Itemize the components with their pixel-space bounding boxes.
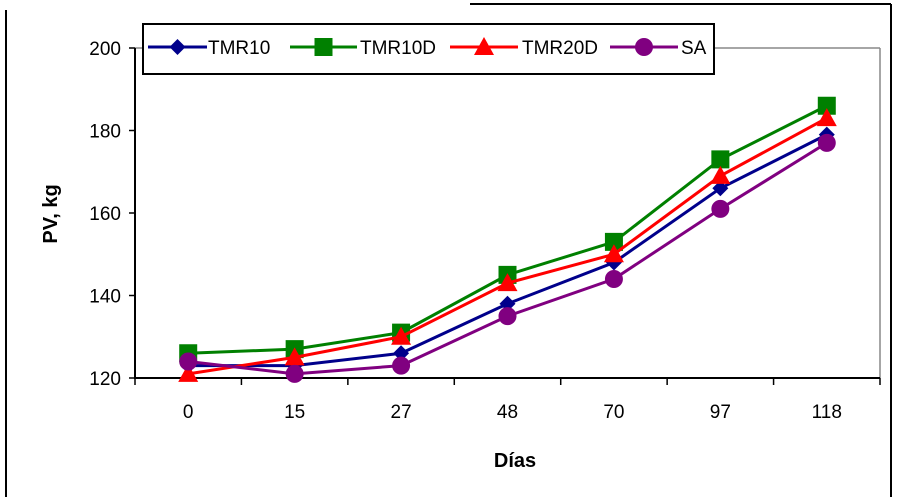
data-point — [393, 345, 410, 362]
axes: 120 140 160 180 200 0 15 27 48 70 97 118 — [89, 39, 881, 423]
data-point — [178, 363, 199, 382]
x-tick-label: 97 — [710, 402, 731, 423]
data-point — [603, 244, 624, 263]
series-sa — [179, 133, 836, 383]
x-tick-label: 27 — [391, 402, 412, 423]
x-tick-label: 15 — [284, 402, 305, 423]
y-axis-title: PV, kg — [40, 184, 62, 243]
data-point — [712, 180, 729, 197]
data-point — [711, 150, 730, 169]
x-tick-label: 48 — [497, 402, 518, 423]
legend-box — [142, 23, 715, 75]
legend-swatch-marker — [169, 39, 186, 55]
x-axis-title: Días — [494, 450, 536, 472]
series-layer — [178, 96, 837, 383]
legend-label: TMR10 — [208, 38, 270, 59]
y-tick-label: 120 — [89, 369, 121, 390]
data-point — [816, 108, 837, 127]
y-tick-label: 140 — [89, 287, 121, 308]
legend-item-sa: SA — [610, 38, 707, 59]
data-point — [179, 352, 198, 371]
data-point — [711, 199, 730, 218]
series-line — [187, 116, 828, 376]
legend-label: SA — [681, 38, 707, 59]
x-tick-label: 0 — [183, 402, 194, 423]
y-tick-label: 160 — [89, 204, 121, 225]
data-point — [817, 96, 836, 115]
x-tick-label: 118 — [812, 402, 842, 423]
data-point — [497, 273, 518, 292]
y-tick-label: 200 — [89, 39, 121, 60]
series-tmr10 — [180, 126, 835, 374]
series-tmr20d — [178, 108, 837, 382]
legend-item-tmr20d: TMR20D — [450, 37, 598, 59]
data-point — [710, 165, 731, 184]
data-point — [392, 356, 411, 375]
data-point — [391, 326, 412, 345]
legend-swatch-marker — [635, 38, 653, 56]
data-point — [604, 232, 623, 251]
data-point — [498, 307, 517, 326]
data-point — [817, 133, 836, 152]
y-tick-label: 180 — [89, 122, 121, 143]
legend-item-tmr10: TMR10 — [148, 38, 270, 59]
data-point — [285, 364, 304, 383]
legend-item-tmr10d: TMR10D — [290, 38, 436, 59]
data-point — [499, 295, 516, 312]
legend-swatch-marker — [314, 38, 333, 56]
data-point — [284, 347, 305, 366]
data-point — [604, 270, 623, 288]
legend-swatch-marker — [474, 37, 494, 55]
legend: TMR10 TMR10D TMR20D SA — [142, 23, 715, 75]
x-tick-label: 70 — [603, 402, 624, 423]
legend-label: TMR20D — [522, 38, 598, 59]
series-line — [188, 141, 828, 376]
legend-label: TMR10D — [360, 38, 436, 59]
